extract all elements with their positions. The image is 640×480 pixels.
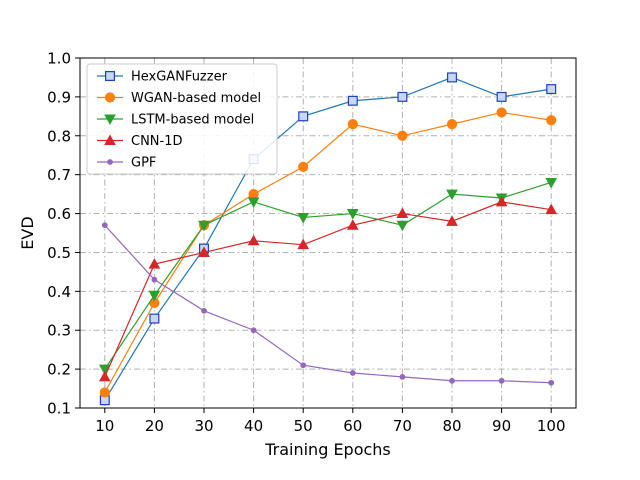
data-point: [149, 313, 160, 324]
data-point: [300, 362, 307, 369]
y-tick-label: 0.9: [47, 88, 71, 106]
data-point: [495, 195, 508, 207]
x-tick-label: 30: [194, 417, 213, 435]
series-line: [104, 76, 552, 401]
legend-entry: LSTM-based model: [97, 113, 254, 128]
series-wgan-based-model: [99, 107, 557, 398]
data-point: [449, 377, 455, 384]
x-tick-label: 90: [492, 417, 511, 435]
data-point: [347, 95, 358, 106]
axes: 10 20 30 40 50 60 70 80 90 100 0.1 0.2 0.3 0.4 0.5 0.6 0…: [47, 50, 565, 436]
data-point: [349, 370, 356, 376]
series-hexganfuzzer: [99, 72, 557, 406]
data-point: [496, 91, 507, 102]
x-tick-label: 10: [95, 417, 114, 435]
legend-label: CNN-1D: [131, 134, 183, 149]
y-tick-label: 0.6: [47, 205, 71, 223]
legend-marker: [104, 70, 115, 81]
data-point: [99, 387, 110, 398]
data-point: [148, 290, 161, 302]
data-point: [446, 215, 458, 226]
x-tick-label: 80: [442, 417, 461, 435]
data-point: [201, 307, 207, 314]
data-point: [446, 189, 458, 201]
data-point: [546, 84, 557, 95]
data-point: [496, 107, 507, 118]
y-tick-label: 0.3: [47, 322, 71, 340]
data-point: [545, 203, 558, 215]
data-point: [198, 246, 210, 257]
data-point: [545, 177, 558, 189]
data-point: [298, 111, 309, 122]
data-point: [546, 115, 557, 126]
legend-entry: WGAN-based model: [97, 91, 261, 106]
legend-label: GPF: [131, 156, 156, 171]
plot-frame: [79, 57, 577, 409]
legend-label: LSTM-based model: [131, 113, 254, 128]
legend-marker: [104, 114, 116, 126]
x-tick-label: 60: [343, 417, 362, 435]
series-line: [104, 111, 552, 393]
data-point: [446, 119, 458, 130]
legend-marker: [104, 92, 116, 103]
data-point: [250, 327, 257, 334]
data-point: [198, 220, 210, 232]
legend-marker: [107, 159, 113, 165]
legend-entry: CNN-1D: [97, 134, 183, 149]
data-point: [397, 91, 408, 102]
data-point: [346, 209, 359, 220]
data-point: [346, 219, 359, 230]
data-point: [396, 220, 409, 232]
legend-entry: GPF: [97, 156, 156, 171]
legend-marker: [104, 134, 116, 145]
x-axis-label: Training Epochs: [264, 440, 391, 459]
y-tick-label: 0.5: [47, 244, 71, 262]
x-tick-label: 40: [244, 417, 263, 435]
data-point: [148, 258, 161, 269]
y-tick-label: 0.4: [47, 283, 71, 301]
data-point: [248, 189, 259, 200]
data-point: [399, 373, 406, 380]
x-tick-label: 70: [393, 417, 412, 435]
y-tick-label: 1.0: [47, 50, 71, 68]
series-cnn-1d: [98, 195, 558, 382]
data-point: [98, 364, 111, 376]
data-point: [297, 238, 310, 250]
data-point: [548, 379, 555, 386]
data-point: [151, 276, 158, 283]
data-point: [98, 370, 111, 382]
series-layer: [98, 72, 558, 406]
series-gpf: [101, 222, 555, 386]
y-axis-label: EVD: [18, 216, 37, 249]
x-tick-label: 50: [294, 417, 313, 435]
data-point: [247, 234, 260, 246]
x-tick-label: 20: [145, 417, 164, 435]
legend-label: WGAN-based model: [131, 91, 261, 106]
y-tick-label: 0.8: [47, 127, 71, 145]
series-line: [104, 181, 552, 370]
x-tick-label: 100: [537, 417, 566, 435]
data-point: [396, 207, 409, 219]
data-point: [298, 161, 309, 172]
y-tick-label: 0.7: [47, 166, 71, 184]
data-point: [101, 222, 108, 229]
data-point: [498, 377, 505, 384]
data-point: [247, 197, 260, 208]
series-line: [104, 224, 552, 384]
data-point: [297, 212, 310, 224]
data-point: [347, 119, 358, 130]
legend-label: HexGANFuzzer: [131, 70, 228, 85]
y-tick-label: 0.2: [47, 361, 71, 379]
legend: HexGANFuzzer WGAN-based model LSTM-based m…: [86, 63, 278, 175]
data-point: [447, 72, 458, 83]
legend-box: [86, 63, 278, 175]
y-tick-label: 0.1: [47, 400, 71, 418]
legend-entry: HexGANFuzzer: [97, 70, 228, 85]
data-point: [397, 130, 408, 141]
series-line: [104, 201, 552, 378]
